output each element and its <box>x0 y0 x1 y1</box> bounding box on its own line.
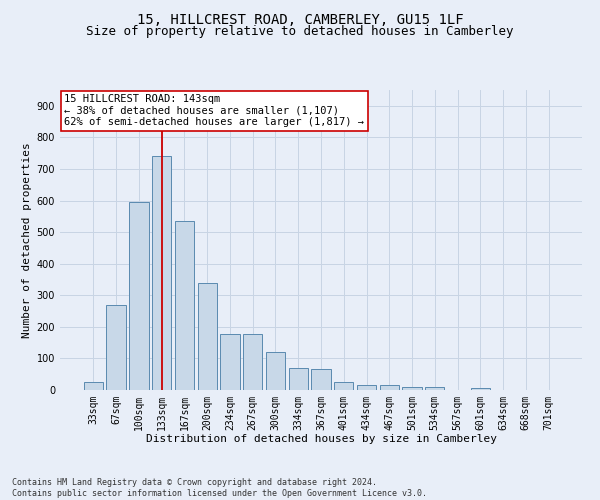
Bar <box>197 282 217 390</box>
Bar <box>152 156 172 390</box>
Text: 15, HILLCREST ROAD, CAMBERLEY, GU15 1LF: 15, HILLCREST ROAD, CAMBERLEY, GU15 1LF <box>137 12 463 26</box>
Bar <box>129 202 149 390</box>
Text: Size of property relative to detached houses in Camberley: Size of property relative to detached ho… <box>86 25 514 38</box>
Bar <box>334 382 353 390</box>
Bar <box>175 221 194 390</box>
X-axis label: Distribution of detached houses by size in Camberley: Distribution of detached houses by size … <box>146 434 497 444</box>
Bar <box>84 382 103 390</box>
Text: Contains HM Land Registry data © Crown copyright and database right 2024.
Contai: Contains HM Land Registry data © Crown c… <box>12 478 427 498</box>
Bar <box>425 388 445 390</box>
Bar <box>106 304 126 390</box>
Bar <box>289 368 308 390</box>
Bar <box>357 386 376 390</box>
Bar <box>380 386 399 390</box>
Bar <box>470 388 490 390</box>
Text: 15 HILLCREST ROAD: 143sqm
← 38% of detached houses are smaller (1,107)
62% of se: 15 HILLCREST ROAD: 143sqm ← 38% of detac… <box>64 94 364 128</box>
Bar <box>266 352 285 390</box>
Bar <box>220 334 239 390</box>
Bar <box>243 334 262 390</box>
Bar <box>403 388 422 390</box>
Y-axis label: Number of detached properties: Number of detached properties <box>22 142 32 338</box>
Bar <box>311 370 331 390</box>
